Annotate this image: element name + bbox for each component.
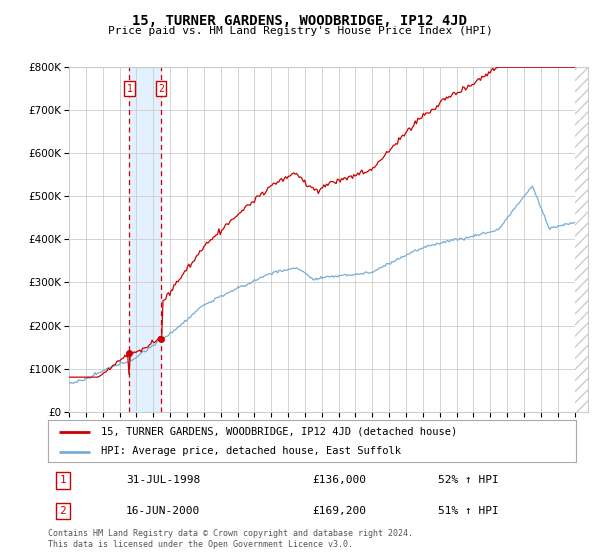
- Text: £136,000: £136,000: [312, 475, 366, 485]
- Text: 2: 2: [59, 506, 67, 516]
- Text: 51% ↑ HPI: 51% ↑ HPI: [438, 506, 499, 516]
- Text: £169,200: £169,200: [312, 506, 366, 516]
- Text: Contains HM Land Registry data © Crown copyright and database right 2024.
This d: Contains HM Land Registry data © Crown c…: [48, 529, 413, 549]
- Text: Price paid vs. HM Land Registry's House Price Index (HPI): Price paid vs. HM Land Registry's House …: [107, 26, 493, 36]
- Text: 52% ↑ HPI: 52% ↑ HPI: [438, 475, 499, 485]
- Text: 1: 1: [59, 475, 67, 485]
- Bar: [575, 67, 588, 412]
- Bar: [575, 67, 588, 412]
- Text: 2: 2: [158, 84, 164, 94]
- Text: 16-JUN-2000: 16-JUN-2000: [126, 506, 200, 516]
- Text: 31-JUL-1998: 31-JUL-1998: [126, 475, 200, 485]
- Text: 15, TURNER GARDENS, WOODBRIDGE, IP12 4JD (detached house): 15, TURNER GARDENS, WOODBRIDGE, IP12 4JD…: [101, 427, 457, 437]
- Text: 1: 1: [127, 84, 132, 94]
- Text: 15, TURNER GARDENS, WOODBRIDGE, IP12 4JD: 15, TURNER GARDENS, WOODBRIDGE, IP12 4JD: [133, 14, 467, 28]
- Text: HPI: Average price, detached house, East Suffolk: HPI: Average price, detached house, East…: [101, 446, 401, 456]
- Bar: [130, 67, 161, 412]
